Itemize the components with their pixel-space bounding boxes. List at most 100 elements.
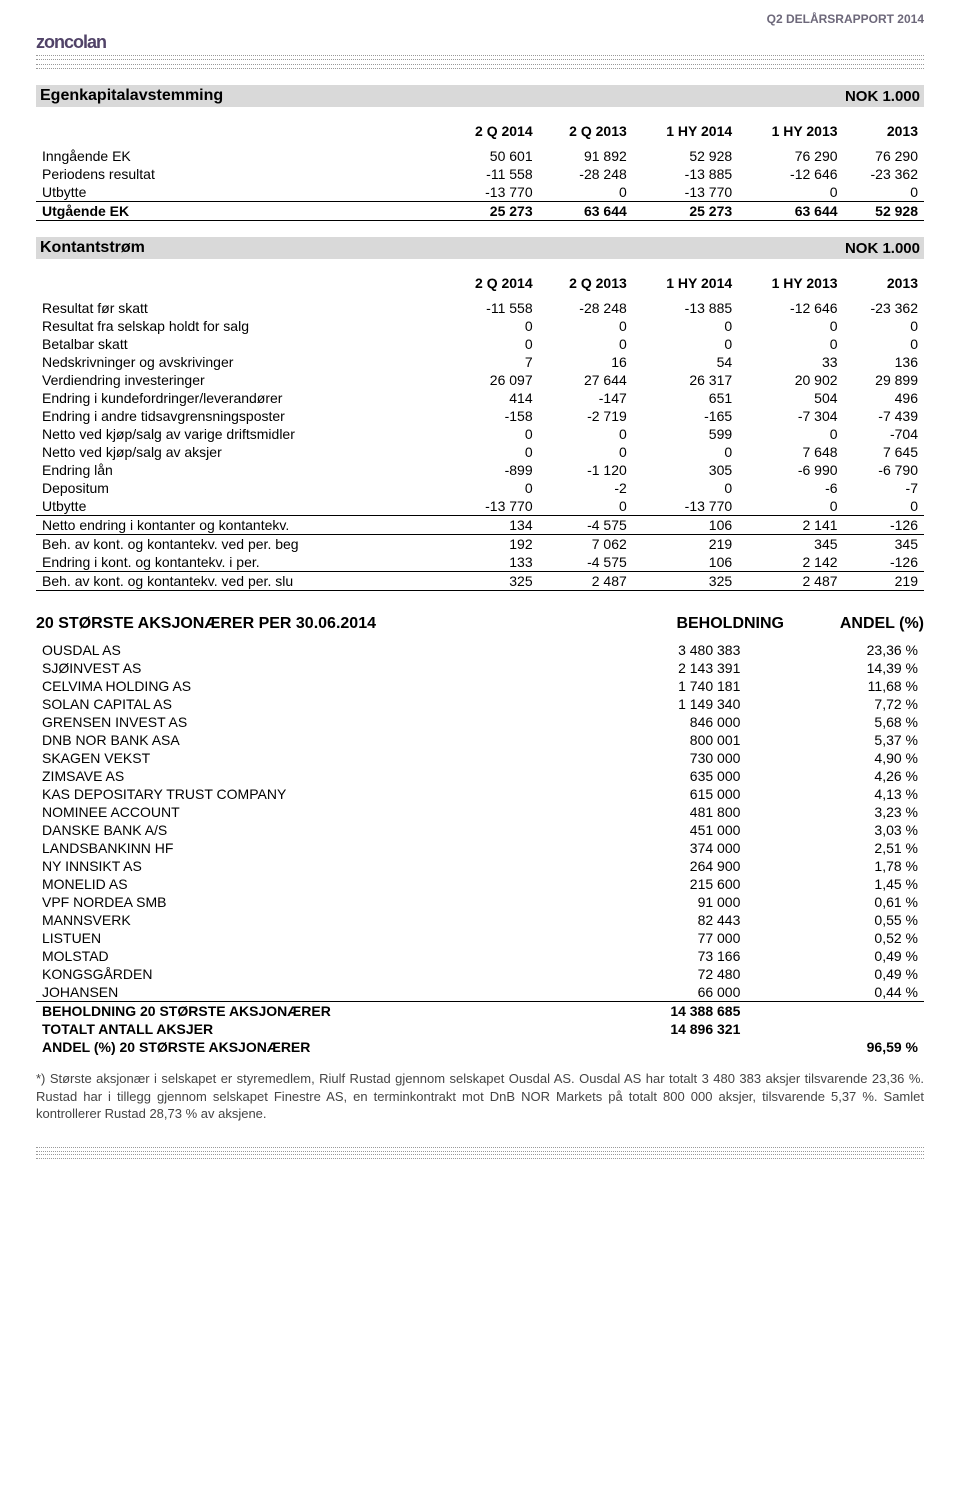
shareholder-name: GRENSEN INVEST AS <box>36 713 569 731</box>
shareholder-pct: 7,72 % <box>746 695 924 713</box>
table-row: Beh. av kont. og kontantekv. ved per. be… <box>36 535 924 554</box>
row-value: 26 097 <box>444 371 538 389</box>
row-value: 0 <box>738 425 843 443</box>
table-row: Utbytte-13 7700-13 77000 <box>36 183 924 202</box>
equity-col-2: 1 HY 2014 <box>633 115 738 147</box>
equity-total-v4: 52 928 <box>844 202 924 221</box>
equity-total-v0: 25 273 <box>444 202 538 221</box>
table-row: NY INNSIKT AS264 9001,78 % <box>36 857 924 875</box>
row-label: Utbytte <box>36 497 444 516</box>
shareholder-name: CELVIMA HOLDING AS <box>36 677 569 695</box>
shareholder-holding: 481 800 <box>569 803 747 821</box>
equity-header-row: 2 Q 2014 2 Q 2013 1 HY 2014 1 HY 2013 20… <box>36 115 924 147</box>
summary-pct <box>746 1002 924 1021</box>
equity-total-row: Utgående EK 25 273 63 644 25 273 63 644 … <box>36 202 924 221</box>
table-row: Endring lån-899-1 120305-6 990-6 790 <box>36 461 924 479</box>
row-label: Depositum <box>36 479 444 497</box>
table-row: VPF NORDEA SMB91 0000,61 % <box>36 893 924 911</box>
shareholder-pct: 4,90 % <box>746 749 924 767</box>
row-label: Betalbar skatt <box>36 335 444 353</box>
row-value: -11 558 <box>444 299 538 317</box>
row-value: -6 <box>738 479 843 497</box>
table-row: Netto ved kjøp/salg av varige driftsmidl… <box>36 425 924 443</box>
equity-col-4: 2013 <box>844 115 924 147</box>
row-value: -13 770 <box>633 497 738 516</box>
shareholder-holding: 2 143 391 <box>569 659 747 677</box>
cashflow-col-0: 2 Q 2014 <box>444 267 538 299</box>
row-label: Endring i andre tidsavgrensningsposter <box>36 407 444 425</box>
shareholder-name: MOLSTAD <box>36 947 569 965</box>
shareholder-holding: 77 000 <box>569 929 747 947</box>
row-value: 0 <box>444 425 538 443</box>
row-label: Periodens resultat <box>36 165 444 183</box>
table-row: NOMINEE ACCOUNT481 8003,23 % <box>36 803 924 821</box>
cashflow-netchange-label: Netto endring i kontanter og kontantekv. <box>36 516 444 535</box>
shareholder-pct: 23,36 % <box>746 641 924 659</box>
summary-holding: 14 896 321 <box>569 1020 747 1038</box>
shareholder-pct: 1,45 % <box>746 875 924 893</box>
row-value: 0 <box>444 443 538 461</box>
bottom-dotted-band <box>36 1147 924 1152</box>
row-value: 26 317 <box>633 371 738 389</box>
equity-col-3: 1 HY 2013 <box>738 115 843 147</box>
shareholders-col-pct: ANDEL (%) <box>784 615 924 633</box>
shareholders-col-hold: BEHOLDNING <box>604 615 784 633</box>
table-row: Nedskrivninger og avskrivinger7165433136 <box>36 353 924 371</box>
row-value: 305 <box>633 461 738 479</box>
cashflow-heading-left: Kontantstrøm <box>40 239 145 257</box>
summary-row: BEHOLDNING 20 STØRSTE AKSJONÆRER14 388 6… <box>36 1002 924 1021</box>
table-row: ZIMSAVE AS635 0004,26 % <box>36 767 924 785</box>
table-row: Betalbar skatt00000 <box>36 335 924 353</box>
row-value: 219 <box>633 535 738 554</box>
row-value: 345 <box>738 535 843 554</box>
row-value: 0 <box>444 479 538 497</box>
row-value: 7 648 <box>738 443 843 461</box>
row-value: 599 <box>633 425 738 443</box>
shareholder-holding: 800 001 <box>569 731 747 749</box>
table-row: Depositum0-20-6-7 <box>36 479 924 497</box>
row-value: 0 <box>633 443 738 461</box>
row-value: -6 790 <box>844 461 924 479</box>
shareholder-holding: 615 000 <box>569 785 747 803</box>
shareholder-pct: 0,49 % <box>746 947 924 965</box>
row-value: -13 770 <box>633 183 738 202</box>
summary-row: ANDEL (%) 20 STØRSTE AKSJONÆRER96,59 % <box>36 1038 924 1056</box>
shareholder-pct: 0,61 % <box>746 893 924 911</box>
row-label: Utbytte <box>36 183 444 202</box>
equity-table: 2 Q 2014 2 Q 2013 1 HY 2014 1 HY 2013 20… <box>36 115 924 221</box>
table-row: SOLAN CAPITAL AS1 149 3407,72 % <box>36 695 924 713</box>
shareholder-holding: 72 480 <box>569 965 747 983</box>
row-label: Netto ved kjøp/salg av varige driftsmidl… <box>36 425 444 443</box>
row-value: 496 <box>844 389 924 407</box>
shareholder-name: ZIMSAVE AS <box>36 767 569 785</box>
table-row: JOHANSEN66 0000,44 % <box>36 983 924 1002</box>
table-row: MOLSTAD73 1660,49 % <box>36 947 924 965</box>
shareholder-name: LANDSBANKINN HF <box>36 839 569 857</box>
shareholders-heading: 20 STØRSTE AKSJONÆRER PER 30.06.2014 BEH… <box>36 615 924 633</box>
row-value: 0 <box>844 335 924 353</box>
top-dotted-band <box>36 55 924 60</box>
row-label: Beh. av kont. og kontantekv. ved per. be… <box>36 535 444 554</box>
row-value: -13 885 <box>633 165 738 183</box>
shareholder-name: JOHANSEN <box>36 983 569 1002</box>
shareholder-holding: 730 000 <box>569 749 747 767</box>
table-row: Inngående EK50 60191 89252 92876 29076 2… <box>36 147 924 165</box>
row-value: -2 <box>539 479 633 497</box>
cashflow-col-2: 1 HY 2014 <box>633 267 738 299</box>
row-value: -28 248 <box>539 299 633 317</box>
summary-label: TOTALT ANTALL AKSJER <box>36 1020 569 1038</box>
shareholder-holding: 215 600 <box>569 875 747 893</box>
summary-row: TOTALT ANTALL AKSJER14 896 321 <box>36 1020 924 1038</box>
row-value: 504 <box>738 389 843 407</box>
row-value: 50 601 <box>444 147 538 165</box>
summary-label: ANDEL (%) 20 STØRSTE AKSJONÆRER <box>36 1038 569 1056</box>
shareholder-name: NOMINEE ACCOUNT <box>36 803 569 821</box>
equity-heading-left: Egenkapitalavstemming <box>40 87 223 105</box>
row-value: 29 899 <box>844 371 924 389</box>
row-label: Endring lån <box>36 461 444 479</box>
row-value: 91 892 <box>539 147 633 165</box>
row-label: Endring i kont. og kontantekv. i per. <box>36 553 444 572</box>
shareholder-pct: 0,44 % <box>746 983 924 1002</box>
shareholder-holding: 91 000 <box>569 893 747 911</box>
row-value: 0 <box>633 317 738 335</box>
